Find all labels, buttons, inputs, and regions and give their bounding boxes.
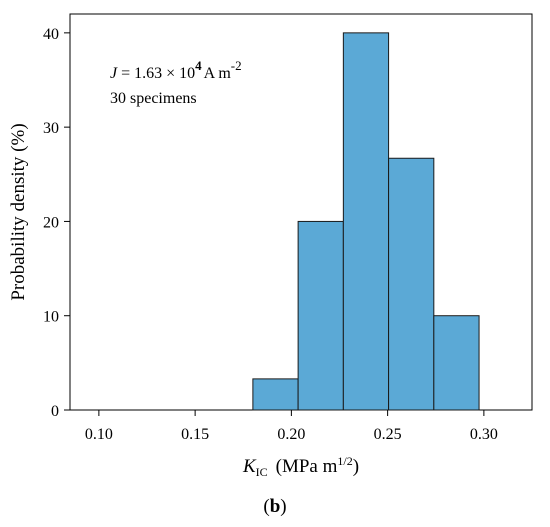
x-tick-label: 0.20 — [277, 426, 305, 443]
y-tick-label: 10 — [43, 309, 59, 326]
x-tick-label: 0.10 — [85, 426, 113, 443]
panel-label: (b) — [263, 496, 286, 517]
specimen-count-annotation: 30 specimens — [110, 90, 197, 107]
y-tick-label: 0 — [51, 403, 59, 420]
x-axis-title: KIC (MPa m1/2) — [242, 454, 359, 479]
histogram-bar-1 — [252, 378, 299, 411]
axis-ticks: 0.10 0.15 0.20 0.25 0.30 0 10 20 30 40 — [43, 26, 498, 443]
x-tick-label: 0.25 — [374, 426, 402, 443]
histogram-bar-4 — [388, 157, 435, 411]
histogram-bar-5 — [433, 315, 480, 411]
y-axis-title: Probability density (%) — [8, 123, 29, 300]
x-tick-label: 0.15 — [181, 426, 209, 443]
y-tick-label: 40 — [43, 26, 59, 43]
y-tick-label: 20 — [43, 214, 59, 231]
histogram-bar-2 — [297, 220, 344, 411]
histogram-bar-3 — [342, 32, 390, 411]
y-tick-label: 30 — [43, 120, 59, 137]
histogram-bars — [252, 32, 480, 411]
current-density-annotation: J = 1.63 × 104 A m-2 — [110, 58, 242, 82]
x-tick-label: 0.30 — [470, 426, 498, 443]
